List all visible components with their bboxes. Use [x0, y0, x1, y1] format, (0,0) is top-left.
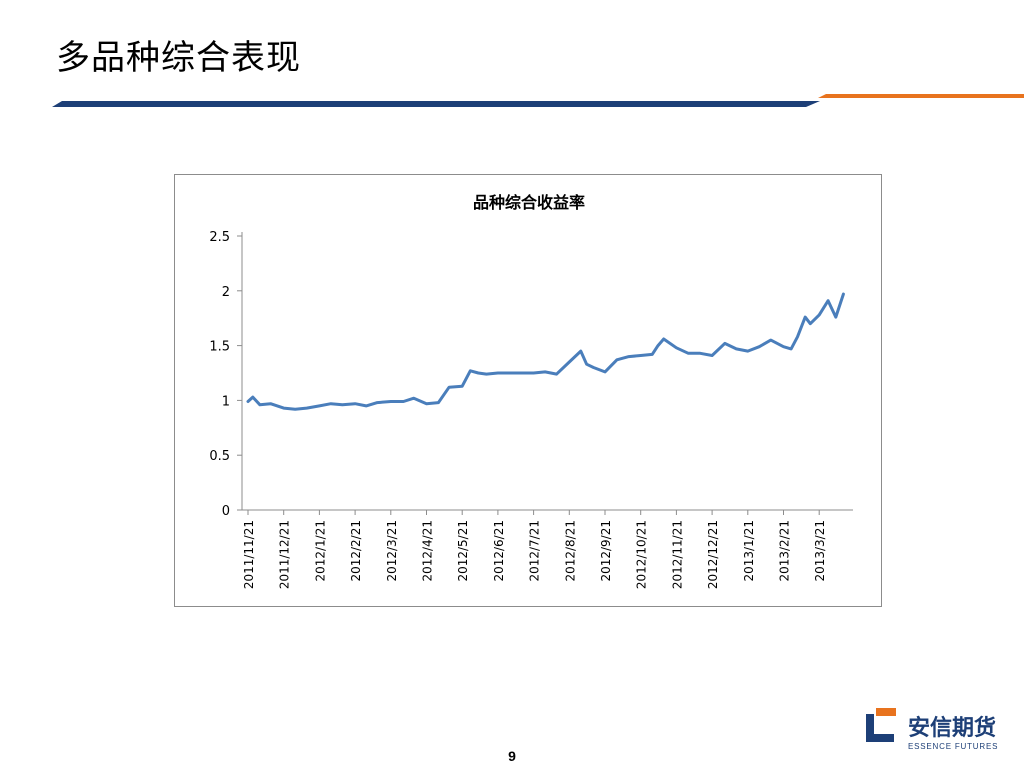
line-chart: 品种综合收益率 0 0.5 1 1.5 2 2.5 2011/11/21 2011/12/2…: [209, 193, 853, 589]
title-bar-orange: [818, 94, 1024, 98]
x-tick-label: 2013/3/21: [813, 520, 827, 582]
x-tick-label: 2012/8/21: [563, 520, 577, 582]
series-group: [246, 292, 845, 411]
page-number: 9: [508, 748, 516, 764]
x-tick-label: 2012/2/21: [349, 520, 363, 582]
series-line: [246, 292, 845, 411]
y-tick-label: 0: [222, 504, 230, 519]
chart-axes: [241, 232, 853, 511]
x-tick-label: 2012/3/21: [385, 520, 399, 582]
y-tick-label: 0.5: [209, 449, 230, 464]
x-tick-label: 2012/6/21: [492, 520, 506, 582]
slide-title: 多品种综合表现: [56, 38, 301, 78]
logo-mark-icon: [866, 708, 896, 742]
chart-title: 品种综合收益率: [473, 193, 585, 212]
chart-frame: 品种综合收益率 0 0.5 1 1.5 2 2.5 2011/11/21 2011/12/2…: [174, 174, 882, 607]
x-tick-label: 2012/5/21: [456, 520, 470, 582]
logo-name-cn: 安信期货: [908, 716, 997, 741]
title-underline-bars: [0, 0, 1024, 114]
x-tick-label: 2012/10/21: [635, 520, 649, 589]
x-tick-label: 2012/4/21: [421, 520, 435, 582]
x-tick-label: 2012/7/21: [528, 520, 542, 582]
x-axis-ticks: 2011/11/21 2011/12/21 2012/1/21 2012/2/21 20…: [242, 510, 827, 589]
x-tick-label: 2012/1/21: [313, 520, 327, 582]
y-axis-ticks: 0 0.5 1 1.5 2 2.5: [209, 230, 242, 519]
x-tick-label: 2012/11/21: [670, 520, 684, 589]
x-tick-label: 2013/2/21: [778, 520, 792, 582]
x-tick-label: 2012/9/21: [599, 520, 613, 582]
x-tick-label: 2011/12/21: [278, 520, 292, 589]
x-tick-label: 2011/11/21: [242, 520, 256, 589]
title-bar-blue: [52, 101, 820, 107]
y-tick-label: 2.5: [209, 230, 230, 245]
y-tick-label: 1: [222, 394, 230, 409]
x-tick-label: 2012/12/21: [706, 520, 720, 589]
logo-name-en: ESSENCE FUTURES: [908, 742, 999, 751]
y-tick-label: 2: [222, 285, 230, 300]
x-tick-label: 2013/1/21: [742, 520, 756, 582]
y-tick-label: 1.5: [209, 340, 230, 355]
company-logo: 安信期货 ESSENCE FUTURES: [864, 708, 1014, 758]
